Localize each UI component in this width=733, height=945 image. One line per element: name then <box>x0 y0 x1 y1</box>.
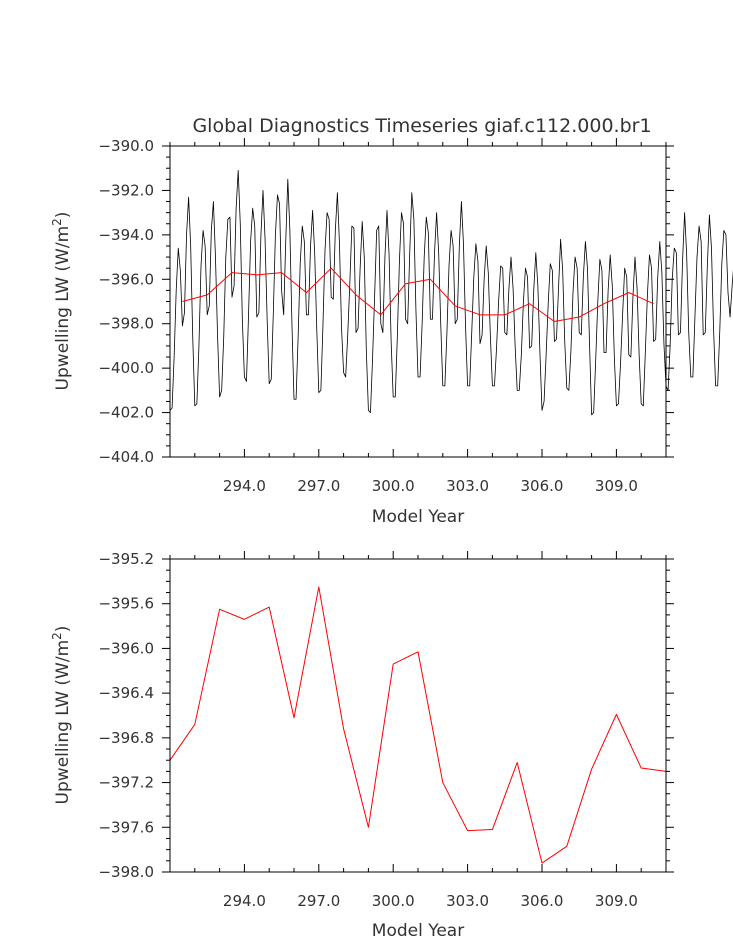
x-tick-label: 309.0 <box>595 477 638 495</box>
y-tick-label: −395.6 <box>98 595 154 613</box>
y-tick-label: −404.0 <box>98 448 154 466</box>
y-tick-label: −397.2 <box>98 774 154 792</box>
x-tick-label: 306.0 <box>521 892 564 910</box>
series-line-1 <box>182 267 654 322</box>
x-tick-label: 294.0 <box>223 892 266 910</box>
plot-frame <box>169 145 667 458</box>
series-group <box>169 170 733 416</box>
x-axis-label: Model Year <box>372 921 464 941</box>
axis-ticks <box>162 138 674 458</box>
plot-frame <box>169 558 667 873</box>
x-tick-label: 303.0 <box>446 477 489 495</box>
tick-labels: 294.0 297.0 300.0 303.0 306.0 309.0 −398.0 −397… <box>98 550 637 910</box>
x-tick-label: 297.0 <box>297 892 340 910</box>
x-tick-label: 306.0 <box>521 477 564 495</box>
y-tick-label: −398.0 <box>98 315 154 333</box>
y-tick-label: −390.0 <box>98 137 154 155</box>
x-tick-label: 300.0 <box>372 892 415 910</box>
tick-labels: 294.0 297.0 300.0 303.0 306.0 309.0 −404.0 −402… <box>98 137 637 495</box>
series-group <box>169 586 667 864</box>
y-tick-label: −396.8 <box>98 729 154 747</box>
y-tick-label: −396.0 <box>98 270 154 288</box>
y-tick-label: −396.0 <box>98 639 154 657</box>
y-tick-label: −395.2 <box>98 550 154 568</box>
x-tick-label: 303.0 <box>446 892 489 910</box>
y-tick-label: −394.0 <box>98 226 154 244</box>
bottom-chart: 294.0 297.0 300.0 303.0 306.0 309.0 −398.0 −397… <box>50 550 674 941</box>
y-axis-label: Upwelling LW (W/m2) <box>50 626 73 805</box>
y-tick-label: −392.0 <box>98 181 154 199</box>
y-tick-label: −402.0 <box>98 404 154 422</box>
x-tick-label: 297.0 <box>297 477 340 495</box>
x-tick-label: 294.0 <box>223 477 266 495</box>
top-chart: Global Diagnostics Timeseries giaf.c112.… <box>50 115 733 527</box>
y-tick-label: −396.4 <box>98 684 154 702</box>
series-line-0 <box>169 586 667 864</box>
chart-title: Global Diagnostics Timeseries giaf.c112.… <box>192 115 651 137</box>
axis-ticks <box>162 551 674 873</box>
y-tick-label: −398.0 <box>98 863 154 881</box>
y-axis-label: Upwelling LW (W/m2) <box>50 212 73 391</box>
series-line-0 <box>169 170 733 416</box>
y-tick-label: −400.0 <box>98 359 154 377</box>
x-tick-label: 300.0 <box>372 477 415 495</box>
y-tick-label: −397.6 <box>98 818 154 836</box>
x-axis-label: Model Year <box>372 507 464 527</box>
x-tick-label: 309.0 <box>595 892 638 910</box>
